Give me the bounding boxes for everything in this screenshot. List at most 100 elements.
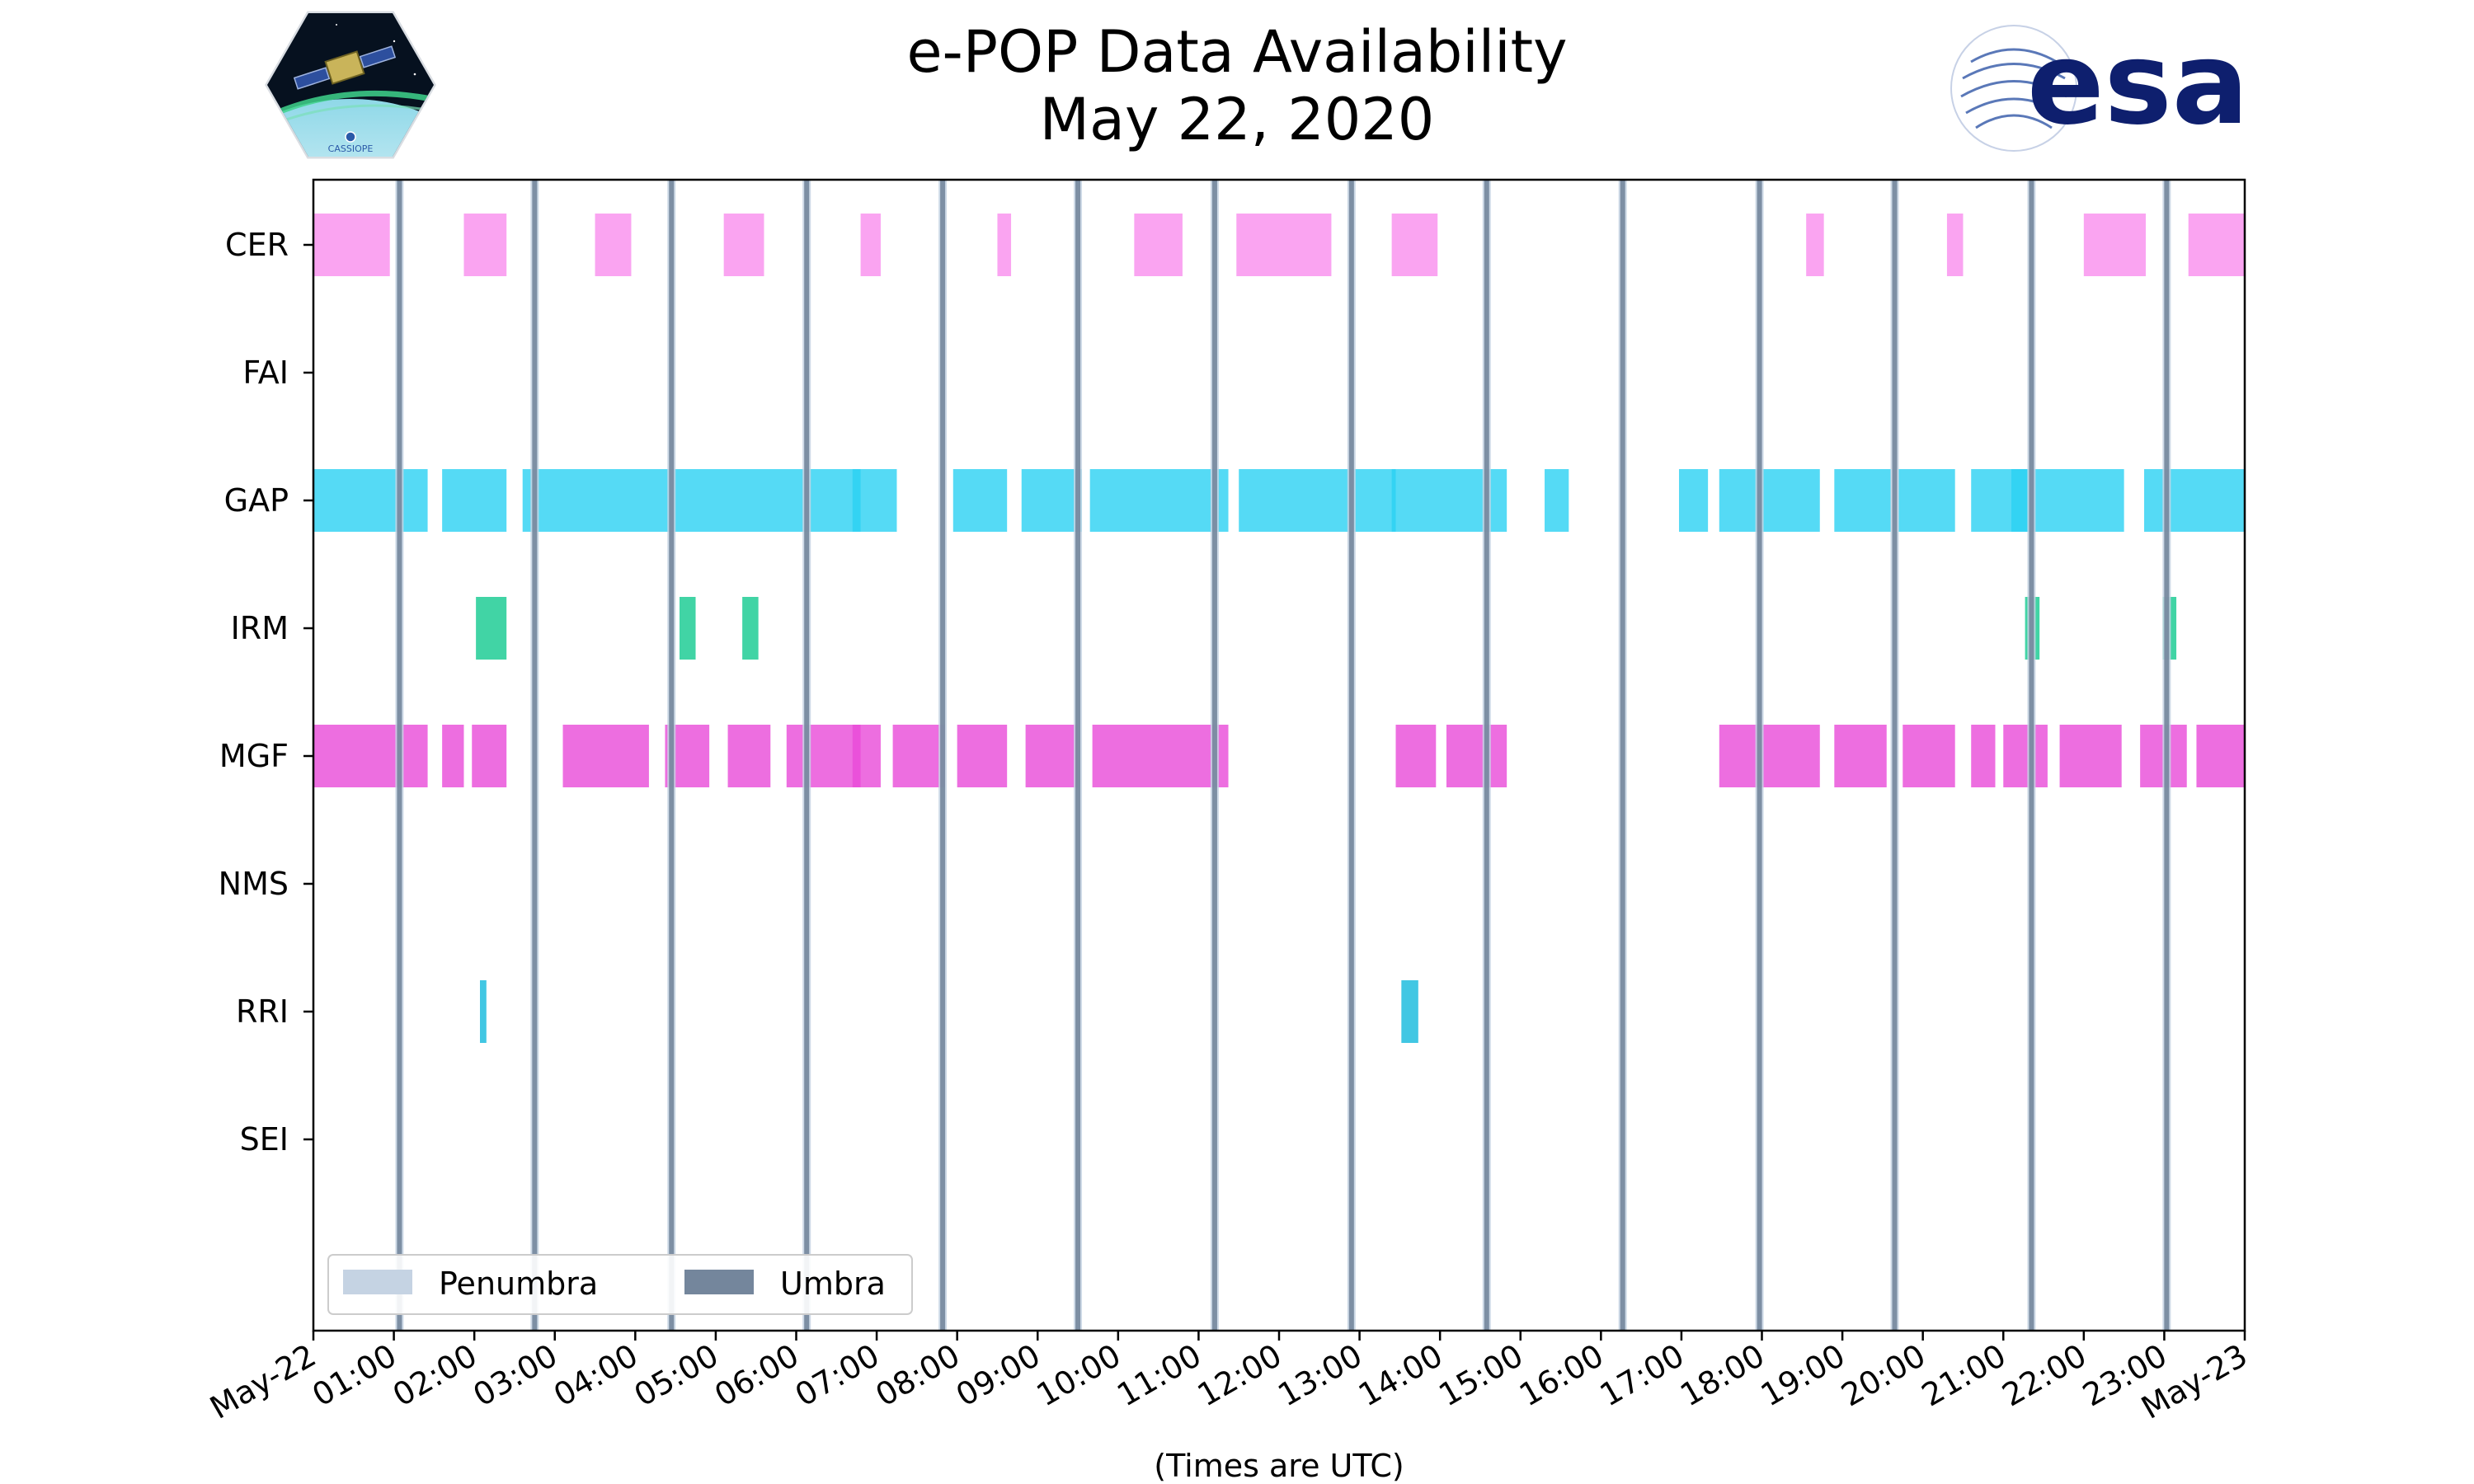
bar-mgf-13 [1446,725,1507,787]
bar-cer-6 [1134,214,1183,276]
bar-gap-7 [1239,469,1396,532]
bar-mgf-11 [1092,725,1229,787]
bar-cer-0 [313,214,390,276]
x-tick-label-1: 01:00 [306,1337,402,1414]
bar-mgf-15 [1834,725,1887,787]
x-tick-label-0: May-22 [204,1337,322,1426]
bar-mgf-1 [442,725,464,787]
bar-cer-7 [1236,214,1332,276]
x-tick-label-22: 22:00 [1996,1337,2092,1414]
bar-cer-12 [2188,214,2245,276]
y-tick-label-fai: FAI [242,355,289,391]
x-tick-label-17: 17:00 [1594,1337,1691,1414]
x-tick-label-6: 06:00 [708,1337,805,1414]
bar-mgf-16 [1903,725,1955,787]
y-tick-label-rri: RRI [236,993,289,1030]
x-tick-label-8: 08:00 [869,1337,966,1414]
bar-mgf-0 [313,725,428,787]
x-tick-label-10: 10:00 [1030,1337,1126,1414]
bar-mgf-8 [892,725,946,787]
y-tick-label-cer: CER [225,227,289,263]
umbra-band-8 [1484,180,1489,1331]
x-tick-label-13: 13:00 [1272,1337,1368,1414]
x-tick-label-12: 12:00 [1192,1337,1288,1414]
bar-cer-4 [860,214,881,276]
x-tick-label-4: 04:00 [548,1337,644,1414]
bar-mgf-19 [2059,725,2122,787]
umbra-band-12 [2029,180,2034,1331]
x-tick-label-3: 03:00 [467,1337,563,1414]
umbra-band-9 [1620,180,1625,1331]
bar-mgf-14 [1719,725,1820,787]
legend-label-penumbra: Penumbra [439,1266,598,1302]
bar-gap-0 [313,469,428,532]
bar-mgf-7 [852,725,881,787]
cassiope-logo: CASSIOPE [265,11,436,159]
bar-cer-11 [2083,214,2146,276]
x-tick-label-18: 18:00 [1674,1337,1771,1414]
x-tick-label-5: 05:00 [628,1337,725,1414]
bar-irm-1 [680,597,696,660]
x-tick-label-15: 15:00 [1432,1337,1529,1414]
bar-mgf-2 [472,725,507,787]
bar-mgf-18 [2003,725,2048,787]
bar-mgf-17 [1971,725,1996,787]
x-tick-label-9: 09:00 [950,1337,1047,1414]
bar-irm-0 [476,597,507,660]
x-tick-label-11: 11:00 [1111,1337,1207,1414]
umbra-band-2 [669,180,675,1331]
esa-logo-text: esa [2027,21,2249,150]
y-tick-label-gap: GAP [224,482,289,519]
umbra-band-3 [804,180,810,1331]
bar-gap-1 [442,469,507,532]
bar-cer-9 [1806,214,1824,276]
legend-label-umbra: Umbra [780,1266,886,1302]
x-tick-label-16: 16:00 [1513,1337,1610,1414]
bar-cer-10 [1946,214,1964,276]
chart-subtitle: May 22, 2020 [1039,86,1435,153]
y-tick-label-mgf: MGF [219,738,289,774]
x-tick-label-14: 14:00 [1352,1337,1449,1414]
bar-gap-5 [1021,469,1082,532]
umbra-band-11 [1892,180,1898,1331]
bar-cer-3 [723,214,764,276]
y-tick-label-irm: IRM [231,610,289,646]
chart-title: e-POP Data Availability [906,18,1568,86]
esa-logo: esa [1950,21,2249,152]
x-axis-label: (Times are UTC) [1154,1448,1404,1484]
x-tick-label-19: 19:00 [1755,1337,1851,1414]
x-tick-label-2: 02:00 [387,1337,483,1414]
bar-gap-4 [952,469,1008,532]
legend-swatch-umbra [684,1270,754,1294]
umbra-band-1 [532,180,538,1331]
bar-mgf-21 [2196,725,2245,787]
bar-gap-13 [1898,469,1955,532]
bar-rri-1 [1401,980,1418,1043]
bar-mgf-10 [1025,725,1079,787]
bar-mgf-9 [957,725,1008,787]
bar-gap-11 [1719,469,1820,532]
bar-gap-16 [2144,469,2245,532]
x-tick-label-20: 20:00 [1835,1337,1931,1414]
umbra-band-13 [2164,180,2170,1331]
bar-mgf-12 [1395,725,1437,787]
bar-gap-10 [1678,469,1709,532]
bar-cer-2 [595,214,632,276]
bar-gap-9 [1545,469,1569,532]
umbra-band-4 [940,180,946,1331]
bar-mgf-5 [727,725,771,787]
bar-gap-12 [1834,469,1891,532]
bar-gap-3 [852,469,897,532]
legend-box [327,1254,913,1315]
cassiope-logo-text: CASSIOPE [328,143,374,154]
x-tick-label-7: 07:00 [789,1337,886,1414]
umbra-band-0 [397,180,402,1331]
umbra-band-10 [1757,180,1762,1331]
bar-irm-2 [742,597,759,660]
y-tick-label-sei: SEI [240,1121,289,1158]
bar-cer-1 [463,214,507,276]
legend-swatch-penumbra [343,1270,412,1294]
x-tick-label-21: 21:00 [1916,1337,2012,1414]
umbra-band-5 [1075,180,1081,1331]
